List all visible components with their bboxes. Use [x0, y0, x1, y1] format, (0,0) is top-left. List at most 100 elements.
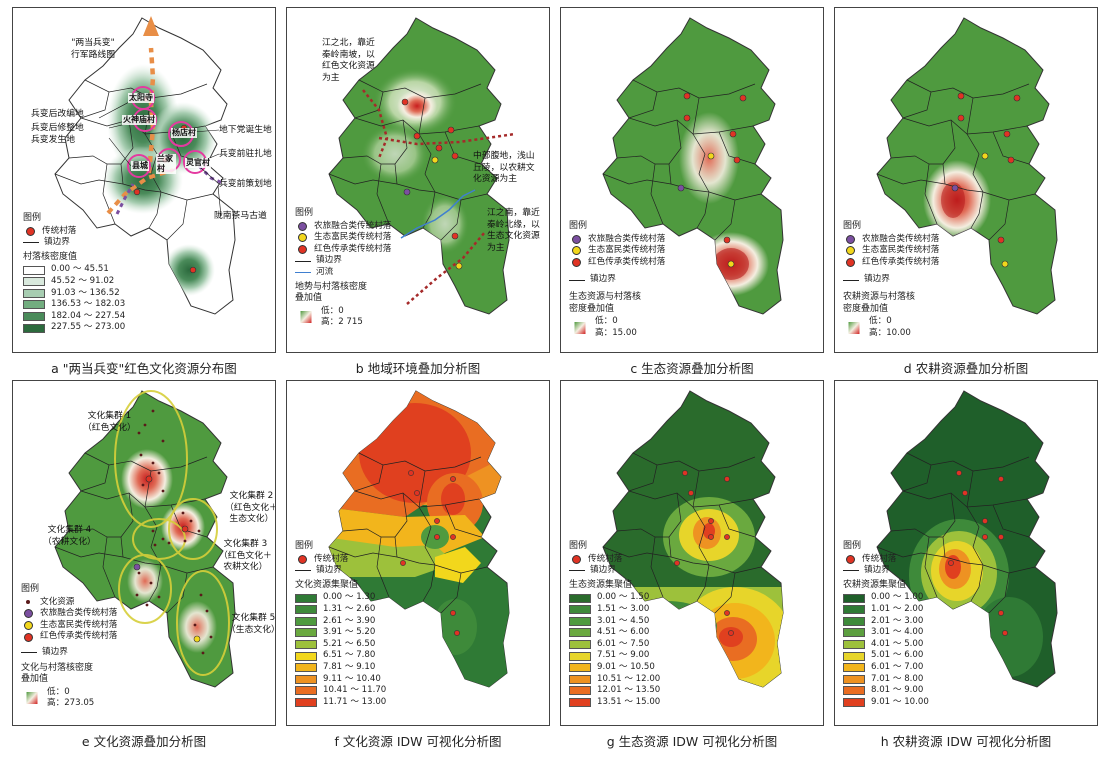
legend-class-row: 1.51 ～ 3.00 [569, 604, 660, 616]
low-value: 0 [338, 305, 344, 316]
color-swatch [843, 640, 865, 650]
color-swatch [295, 593, 317, 603]
color-swatch [295, 674, 317, 684]
legend-class-label: 136.53 ～ 182.03 [51, 299, 126, 310]
route-title: "两当兵变" 行军路线图 [71, 38, 115, 60]
color-swatch [295, 628, 317, 638]
tea-horse-road-line [115, 183, 135, 215]
cluster-label: 文化集群 3 （红色文化＋ 农耕文化） [219, 539, 272, 572]
legend-b: 图例 农旅融合类传统村落 生态富民类传统村落 红色传承类传统村落 镇边界 河流 … [295, 208, 392, 328]
color-swatch [295, 698, 317, 708]
high-value: 15.00 [612, 327, 637, 338]
color-swatch [23, 277, 45, 287]
color-swatch [843, 628, 865, 638]
panel-d: 图例 农旅融合类传统村落 生态富民类传统村落 红色传承类传统村落 镇边界 农耕资… [834, 7, 1098, 353]
legend-class-row: 6.51 ～ 7.80 [295, 650, 386, 662]
legend-class-label: 6.01 ～ 7.50 [597, 638, 650, 649]
legend-class-label: 1.51 ～ 3.00 [597, 603, 650, 614]
legend-class-label: 0.00 ～ 1.00 [871, 592, 924, 603]
legend-label: 农旅融合类传统村落 [862, 233, 940, 244]
red-heritage-icon [24, 632, 33, 642]
legend-label: 红色传承类传统村落 [588, 256, 666, 267]
overlay-title: 农耕资源与村落核 密度叠加值 [843, 291, 916, 314]
gradient-swatch [848, 321, 860, 334]
eco-rich-icon [24, 621, 33, 631]
color-swatch [843, 593, 865, 603]
legend-class-row: 91.03 ～ 136.52 [23, 288, 125, 300]
eco-rich-icon [846, 246, 855, 256]
village-label: 县城 [131, 161, 149, 171]
value-title: 生态资源集聚值 [569, 579, 633, 590]
route-arrowhead [143, 16, 159, 36]
caption-e: e 文化资源叠加分析图 [81, 734, 207, 749]
legend-title: 图例 [21, 584, 40, 594]
panel-a: 太阳寺 火神庙村 杨店村 县城 兰家村 灵官村 "两当兵变" 行军路线图 兵变后… [12, 7, 276, 353]
legend-a: 图例 传统村落 镇边界 村落核密度值 0.00 ～ 45.51 45.52 ～ 9… [23, 213, 125, 334]
river-line-icon [295, 272, 311, 274]
boundary-line-icon [23, 242, 39, 244]
legend-class-row: 0.00 ～ 1.00 [843, 592, 929, 604]
resource-points [135, 409, 213, 655]
color-swatch [23, 323, 45, 333]
legend-title: 图例 [569, 221, 588, 231]
agri-tourism-icon [24, 609, 33, 619]
gradient-swatch [26, 692, 38, 705]
legend-class-row: 2.01 ～ 3.00 [843, 616, 929, 628]
legend-class-row: 12.01 ～ 13.50 [569, 685, 660, 697]
legend-class-row: 45.52 ～ 91.02 [23, 276, 125, 288]
village-label: 火神庙村 [122, 115, 156, 125]
legend-label: 文化资源 [40, 596, 75, 607]
map-b [328, 17, 516, 315]
high-value: 2 715 [338, 317, 363, 328]
legend-class-row: 0.00 ～ 45.51 [23, 264, 125, 276]
color-swatch [843, 616, 865, 626]
legend-label: 镇边界 [590, 565, 616, 576]
village-icon [298, 554, 307, 564]
legend-class-label: 7.01 ～ 8.00 [871, 673, 924, 684]
village-icon [846, 554, 855, 564]
legend-class-row: 4.01 ～ 5.00 [843, 639, 929, 651]
legend-class-label: 0.00 ～ 45.51 [51, 264, 109, 275]
legend-f: 图例 传统村落 镇边界 文化资源集聚值 0.00 ～ 1.30 1.31 ～ 2.… [295, 541, 386, 708]
red-heritage-icon [572, 258, 581, 268]
high-value: 10.00 [886, 327, 911, 338]
density-title: 村落核密度值 [23, 251, 78, 262]
legend-c: 图例 农旅融合类传统村落 生态富民类传统村落 红色传承类传统村落 镇边界 生态资… [569, 221, 666, 338]
high-value: 273.05 [64, 698, 95, 709]
legend-label: 传统村落 [862, 553, 897, 564]
legend-label: 镇边界 [590, 274, 616, 285]
legend-class-row: 3.01 ～ 4.00 [843, 627, 929, 639]
legend-label: 生态富民类传统村落 [40, 619, 118, 630]
panel-e: 文化集群 1 （红色文化） 文化集群 2 （红色文化＋ 生态文化） 文化集群 3… [12, 380, 276, 726]
legend-class-row: 227.55 ～ 273.00 [23, 322, 125, 334]
legend-class-label: 11.71 ～ 13.00 [323, 696, 387, 707]
color-swatch [569, 663, 591, 673]
legend-class-row: 182.04 ～ 227.54 [23, 311, 125, 323]
legend-h: 图例 传统村落 镇边界 农耕资源集聚值 0.00 ～ 1.00 1.01 ～ 2.… [843, 541, 929, 708]
caption-b: b 地域环境叠加分析图 [355, 361, 481, 376]
legend-class-row: 6.01 ～ 7.00 [843, 662, 929, 674]
legend-class-label: 3.91 ～ 5.20 [323, 627, 376, 638]
caption-a: a "两当兵变"红色文化资源分布图 [51, 361, 237, 376]
legend-label: 生态富民类传统村落 [314, 232, 392, 243]
legend-class-label: 13.51 ～ 15.00 [597, 696, 661, 707]
eco-rich-icon [298, 233, 307, 243]
color-swatch [569, 605, 591, 615]
boundary-line-icon [569, 570, 585, 572]
legend-class-label: 5.01 ～ 6.00 [871, 650, 924, 661]
legend-label: 农旅融合类传统村落 [40, 608, 118, 619]
low-value: 0 [886, 316, 892, 327]
legend-class-row: 8.01 ～ 9.00 [843, 685, 929, 697]
overlay-title: 文化与村落核密度 叠加值 [21, 662, 94, 685]
color-swatch [23, 288, 45, 298]
legend-class-label: 6.51 ～ 7.80 [323, 650, 376, 661]
map-e [54, 390, 236, 688]
village-label: 兰家村 [156, 154, 176, 174]
legend-title: 图例 [295, 208, 314, 218]
overlay-title: 生态资源与村落核 密度叠加值 [569, 291, 642, 314]
annotation-label: 兵变前驻扎地 [219, 149, 272, 159]
legend-label: 镇边界 [864, 565, 890, 576]
color-swatch [843, 686, 865, 696]
panel-b: 江之北，靠近 秦岭南坡，以 红色文化资源 为主 中部腹地，浅山 丘陵，以农耕文 … [286, 7, 550, 353]
legend-class-label: 91.03 ～ 136.52 [51, 287, 120, 298]
